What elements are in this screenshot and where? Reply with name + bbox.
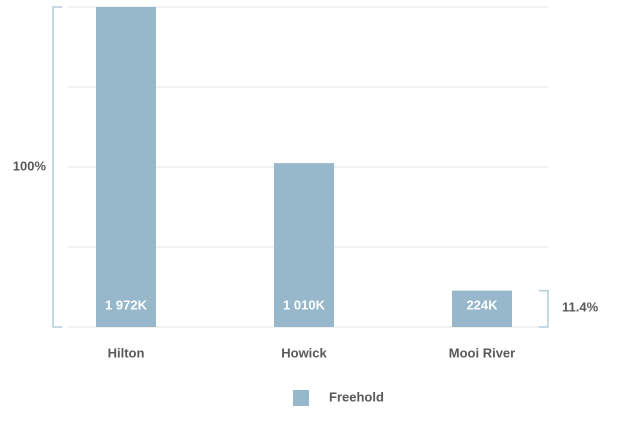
annotation-bracket — [52, 6, 62, 328]
value-label: 224K — [466, 297, 498, 312]
value-label: 1 010K — [283, 297, 326, 312]
bar — [274, 163, 334, 327]
x-tick-label: Howick — [281, 345, 327, 360]
bar — [452, 290, 512, 327]
x-tick-label: Mooi River — [449, 345, 515, 360]
x-tick-label: Hilton — [108, 345, 145, 360]
value-label: 1 972K — [105, 297, 148, 312]
legend-swatch — [293, 390, 309, 406]
annotation-bracket — [539, 289, 549, 328]
bar — [96, 7, 156, 327]
legend-label: Freehold — [329, 389, 384, 404]
annotation: 100% — [13, 158, 47, 173]
annotation: 11.4% — [562, 299, 599, 314]
